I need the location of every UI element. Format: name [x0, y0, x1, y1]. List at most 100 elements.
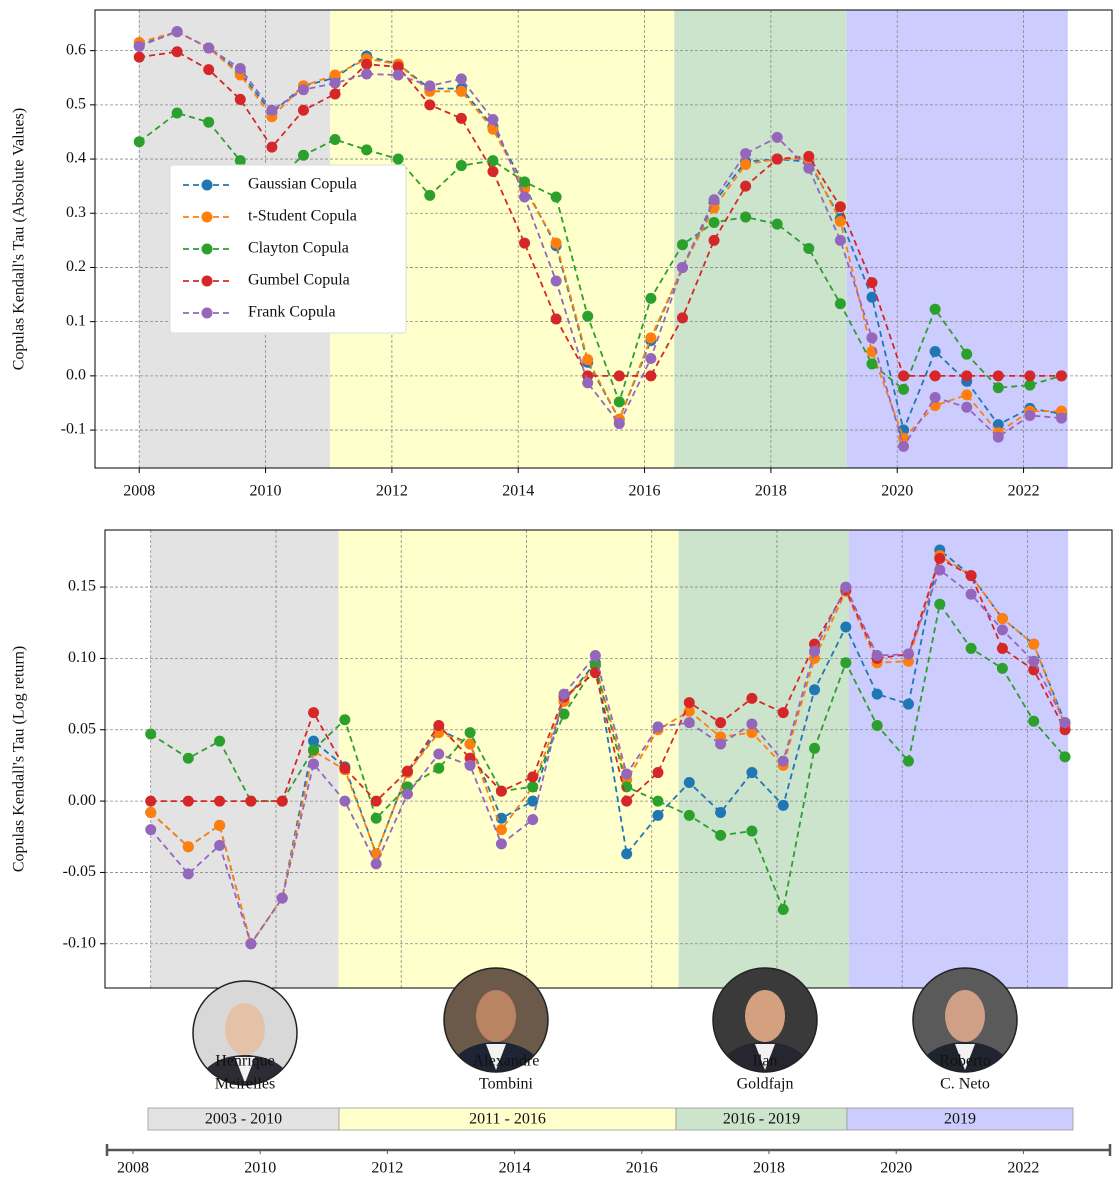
data-point — [402, 788, 413, 799]
data-point — [866, 292, 877, 303]
data-point — [496, 786, 507, 797]
data-point — [903, 756, 914, 767]
data-point — [308, 744, 319, 755]
y-tick-label: 0.6 — [66, 41, 86, 58]
data-point — [835, 201, 846, 212]
data-point — [551, 276, 562, 287]
data-point — [183, 841, 194, 852]
data-point — [866, 332, 877, 343]
legend-marker — [202, 244, 213, 255]
data-point — [772, 132, 783, 143]
data-point — [582, 354, 593, 365]
data-point — [424, 80, 435, 91]
legend-label: Gaussian Copula — [248, 176, 357, 193]
data-point — [203, 42, 214, 53]
data-point — [496, 824, 507, 835]
data-point — [496, 838, 507, 849]
legend-label: Frank Copula — [248, 304, 336, 321]
leader-name: Goldfajn — [737, 1076, 794, 1093]
data-point — [961, 402, 972, 413]
data-point — [339, 796, 350, 807]
data-point — [582, 311, 593, 322]
data-point — [203, 64, 214, 75]
y-tick-label: -0.1 — [61, 421, 86, 438]
data-point — [740, 212, 751, 223]
data-point — [371, 813, 382, 824]
timeline-year: 2016 — [626, 1160, 658, 1177]
y-axis-label: Copulas Kendall's Tau (Absolute Values) — [11, 108, 28, 370]
legend-marker — [202, 308, 213, 319]
data-point — [930, 304, 941, 315]
period-region — [674, 10, 846, 468]
data-point — [134, 41, 145, 52]
data-point — [740, 181, 751, 192]
plot: -0.10-0.050.000.050.100.15Copulas Kendal… — [11, 530, 1112, 988]
timeline-year: 2008 — [117, 1160, 149, 1177]
data-point — [961, 389, 972, 400]
data-point — [402, 766, 413, 777]
data-point — [621, 768, 632, 779]
data-point — [559, 689, 570, 700]
x-tick-label: 2018 — [755, 483, 787, 500]
y-tick-label: 0.4 — [66, 150, 86, 167]
data-point — [172, 107, 183, 118]
data-point — [898, 370, 909, 381]
data-point — [866, 358, 877, 369]
data-point — [684, 810, 695, 821]
timeline-year: 2018 — [753, 1160, 785, 1177]
data-point — [966, 570, 977, 581]
figure: 20082010201220142016201820202022-0.10.00… — [0, 0, 1114, 1181]
y-tick-label: 0.15 — [68, 578, 96, 595]
data-point — [840, 622, 851, 633]
data-point — [527, 814, 538, 825]
data-point — [134, 136, 145, 147]
data-point — [997, 613, 1008, 624]
period-region — [849, 530, 1068, 988]
data-point — [840, 657, 851, 668]
data-point — [145, 796, 156, 807]
data-point — [393, 70, 404, 81]
data-point — [997, 663, 1008, 674]
leader-name: Ilan — [753, 1053, 778, 1070]
data-point — [993, 370, 1004, 381]
data-point — [308, 758, 319, 769]
timeline-year: 2014 — [499, 1160, 531, 1177]
data-point — [1060, 717, 1071, 728]
data-point — [339, 714, 350, 725]
data-point — [966, 643, 977, 654]
leader-name: Tombini — [479, 1076, 534, 1093]
data-point — [456, 113, 467, 124]
data-point — [183, 868, 194, 879]
data-point — [371, 858, 382, 869]
data-point — [1028, 639, 1039, 650]
data-point — [621, 848, 632, 859]
x-tick-label: 2012 — [376, 483, 408, 500]
data-point — [930, 392, 941, 403]
data-point — [277, 893, 288, 904]
data-point — [803, 163, 814, 174]
x-tick-label: 2008 — [123, 483, 155, 500]
data-point — [709, 217, 720, 228]
data-point — [715, 739, 726, 750]
y-tick-label: 0.10 — [68, 649, 96, 666]
data-point — [465, 727, 476, 738]
data-point — [235, 94, 246, 105]
data-point — [872, 720, 883, 731]
y-tick-label: -0.10 — [63, 934, 96, 951]
data-point — [172, 26, 183, 37]
data-point — [519, 238, 530, 249]
data-point — [277, 796, 288, 807]
x-tick-label: 2010 — [250, 483, 282, 500]
data-point — [245, 938, 256, 949]
data-point — [746, 767, 757, 778]
data-point — [519, 191, 530, 202]
data-point — [645, 370, 656, 381]
term-label: 2011 - 2016 — [469, 1111, 546, 1128]
term-label: 2003 - 2010 — [205, 1111, 282, 1128]
data-point — [266, 142, 277, 153]
data-point — [456, 160, 467, 171]
data-point — [1056, 370, 1067, 381]
x-tick-label: 2014 — [502, 483, 534, 500]
data-point — [778, 707, 789, 718]
